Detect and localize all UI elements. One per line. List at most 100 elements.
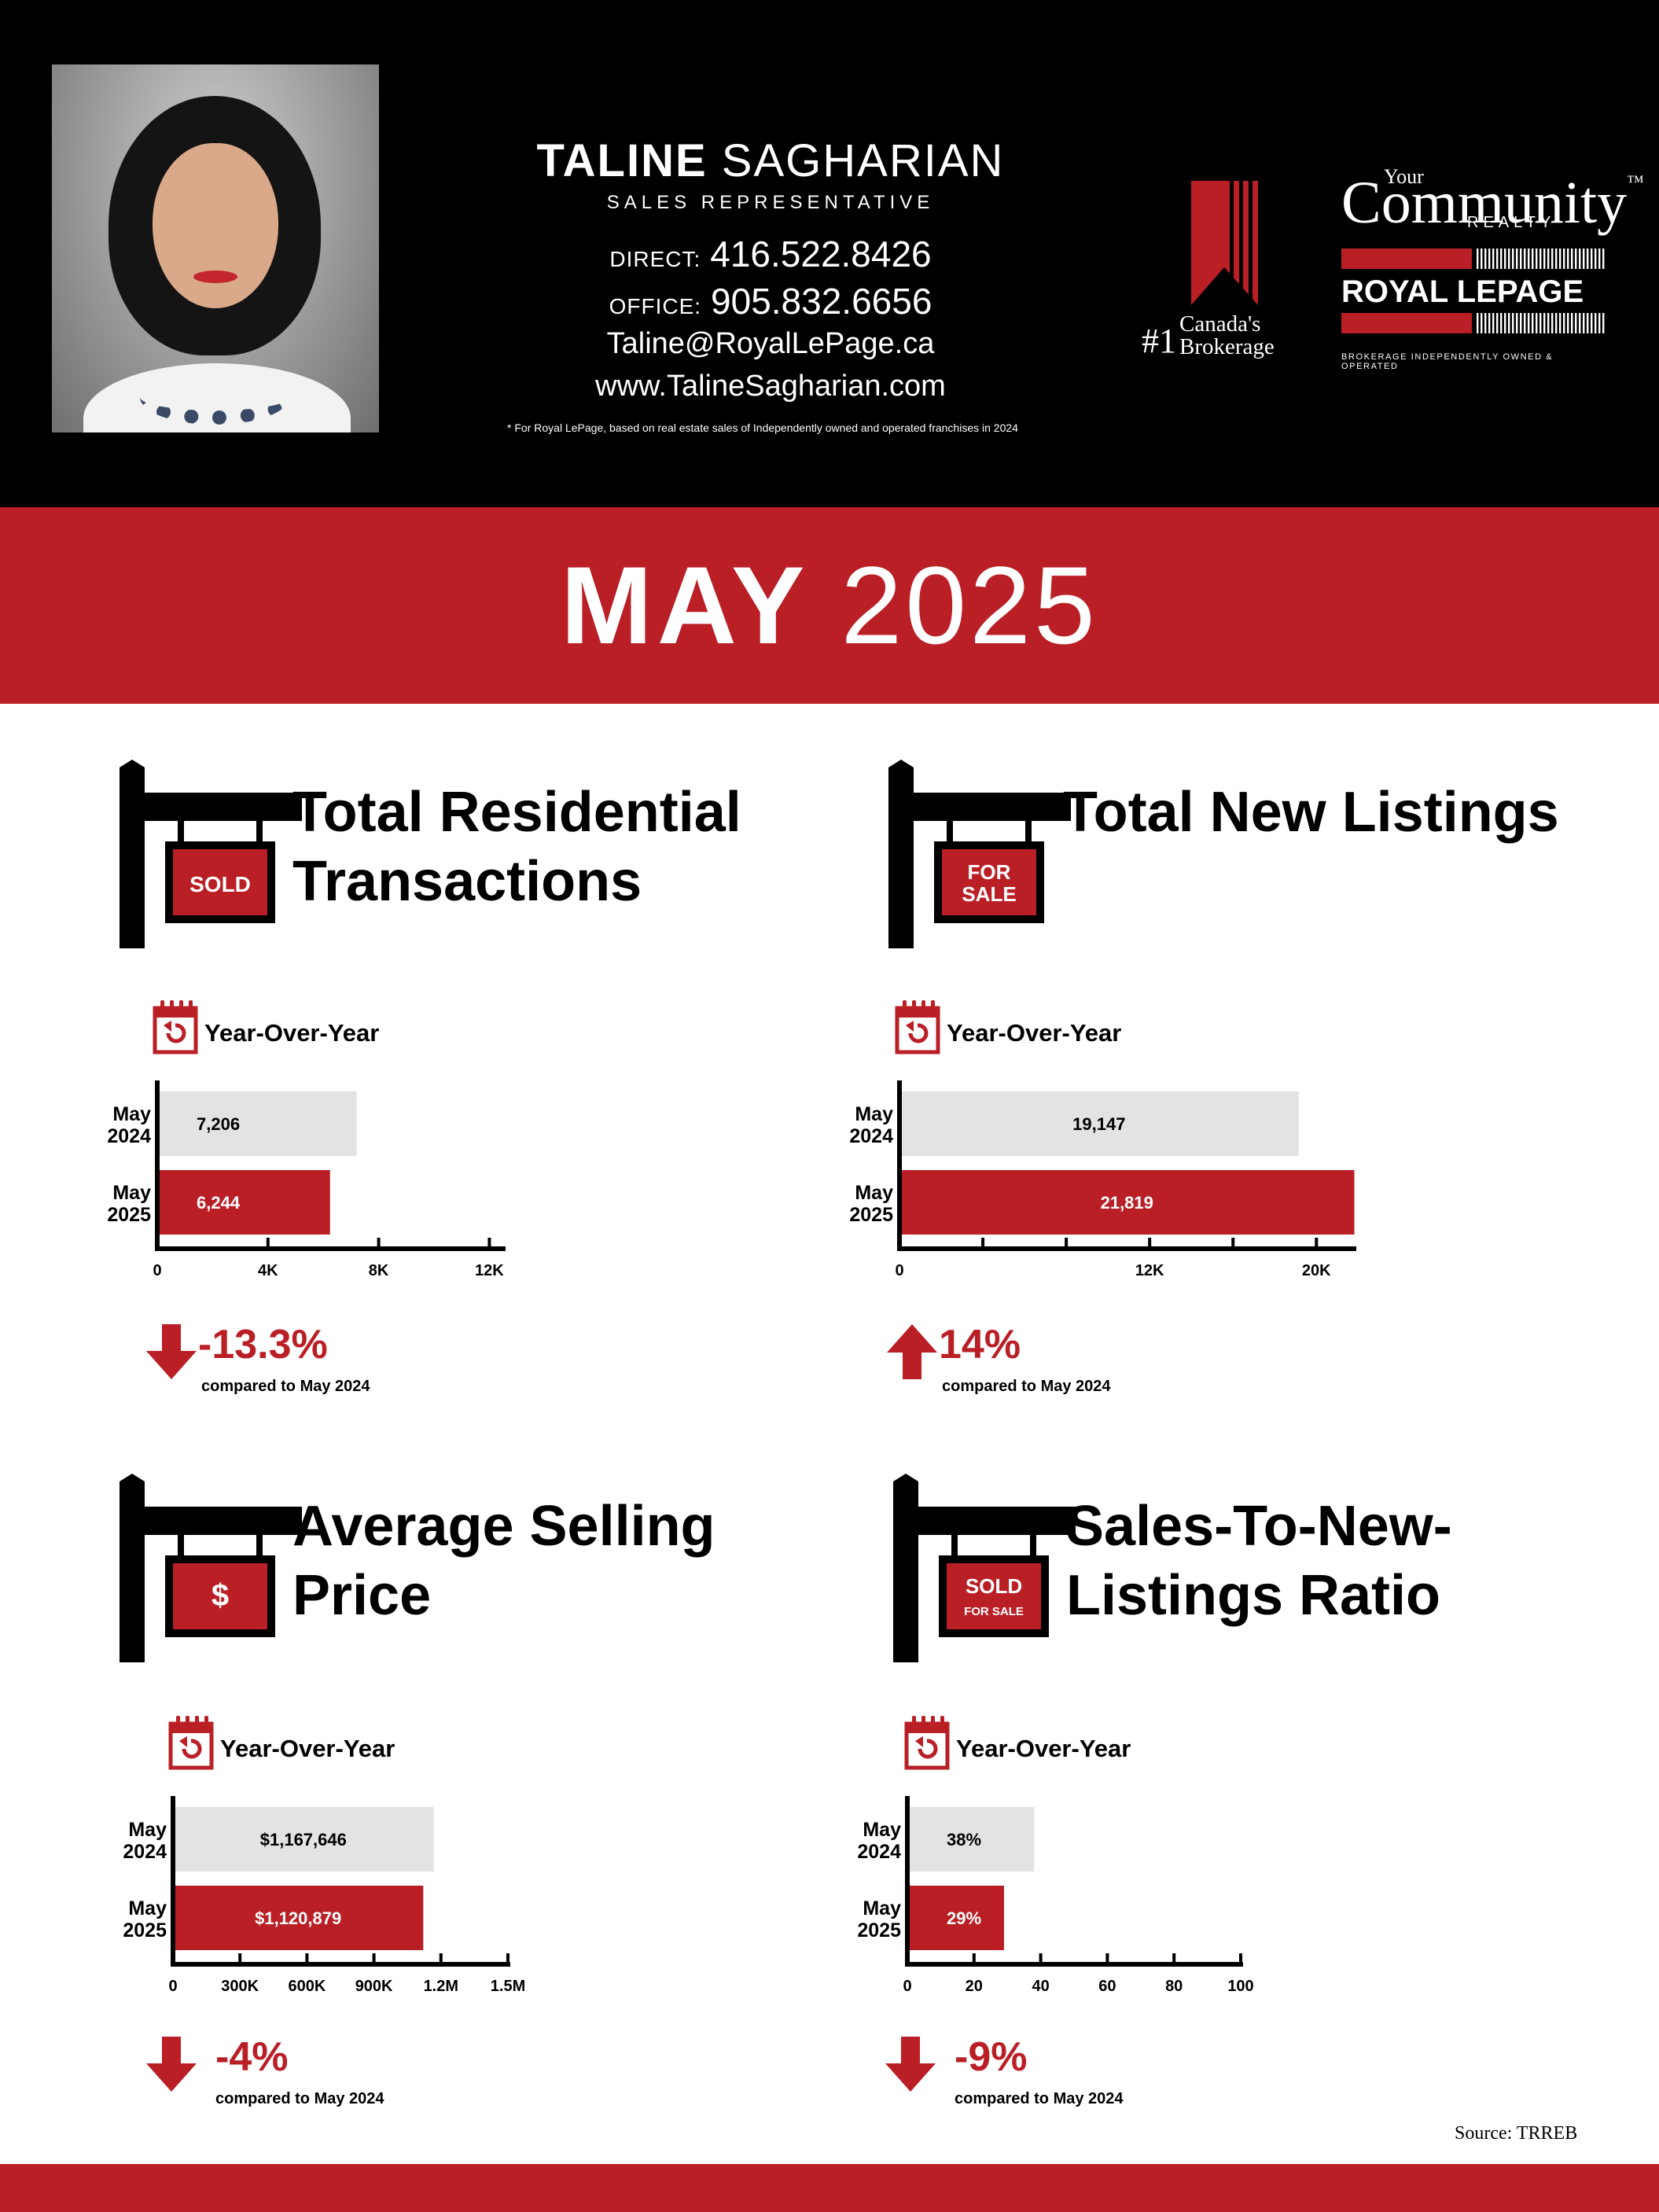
category-label: May [863,1897,901,1919]
bar-value-label: 38% [947,1830,981,1849]
x-tick [377,1238,381,1249]
x-tick-label: 20K [1302,1262,1331,1279]
sign-text: $ [212,1578,229,1613]
category-label: May [128,1819,167,1841]
category-label: 2025 [107,1204,151,1226]
y-axis [171,1796,175,1966]
bar-value-label: 7,206 [197,1114,240,1134]
x-tick [1105,1953,1109,1964]
y-axis [905,1796,910,1966]
disclaimer: * For Royal LePage, based on real estate… [507,421,1018,434]
change-percent: -4% [215,2034,289,2080]
x-tick-label: 0 [168,1978,177,1995]
arrow-down-icon [146,1324,197,1379]
x-tick [439,1953,443,1964]
category-label: 2025 [123,1919,167,1941]
royal-lepage-logo-icon: ROYAL LEPAGE [1341,248,1605,333]
agent-header: TALINE SAGHARIAN SALES REPRESENTATIVE DI… [0,0,1659,507]
category-label: 2024 [857,1841,901,1863]
x-tick-label: 4K [258,1262,278,1279]
bar-may-2024 [173,1807,434,1872]
panel-title: Total Residential Transactions [292,781,741,913]
x-tick-label: 12K [475,1262,504,1279]
direct-phone[interactable]: 416.522.8426 [710,234,932,274]
sign-text: FOR [968,860,1011,884]
x-tick-label: 0 [895,1262,903,1279]
x-tick [1315,1238,1319,1249]
agent-photo [52,64,379,432]
office-phone[interactable]: 905.832.6656 [711,281,932,322]
agent-email[interactable]: Taline@RoyalLePage.ca [606,327,935,360]
category-label: May [863,1819,901,1841]
calendar-refresh-icon [168,1716,214,1770]
compared-to-label: compared to May 2024 [955,2090,1124,2107]
category-label: 2025 [857,1919,901,1941]
y-axis [155,1080,160,1250]
category-label: 2025 [849,1204,893,1226]
x-tick [305,1953,309,1964]
y-axis [897,1080,902,1250]
x-tick-label: 0 [903,1978,911,1995]
x-tick [266,1238,270,1249]
bar-may-2025 [907,1886,1004,1950]
calendar-refresh-icon [895,1000,940,1054]
bar-value-label: $1,120,879 [255,1908,341,1928]
bar-may-2025 [173,1886,424,1950]
compared-to-label: compared to May 2024 [215,2090,384,2107]
x-axis [897,1246,1356,1251]
agent-website[interactable]: www.TalineSagharian.com [595,369,946,403]
x-tick-label: 0 [153,1262,161,1279]
x-axis [905,1962,1243,1967]
sign-text: FOR SALE [964,1605,1024,1618]
x-tick-label: 100 [1227,1978,1253,1995]
bar-value-label: $1,167,646 [260,1830,347,1849]
x-tick [1231,1238,1235,1249]
bar-may-2024 [899,1091,1299,1156]
calendar-refresh-icon [153,1000,198,1054]
x-tick [972,1953,976,1964]
agent-contact-block: TALINE SAGHARIAN SALES REPRESENTATIVE DI… [440,138,1101,403]
x-tick-label: 80 [1165,1978,1183,1995]
category-label: May [112,1103,151,1125]
x-tick [238,1953,242,1964]
compared-to-label: compared to May 2024 [942,1378,1111,1395]
x-tick [487,1238,491,1249]
bar-value-label: 29% [947,1908,981,1928]
office-phone-row: OFFICE: 905.832.6656 [609,281,932,322]
x-tick [1239,1953,1242,1964]
arrow-up-icon [887,1324,937,1379]
arrow-down-icon [146,2037,197,2092]
arrow-down-icon [885,2037,936,2092]
sold-sign-icon: SOLD [120,760,302,948]
panel-title: Total New Listings [1063,781,1559,844]
x-tick-label: 40 [1032,1978,1049,1995]
dollar-sign-icon: $ [120,1474,302,1662]
svg-text:ROYAL LEPAGE: ROYAL LEPAGE [1341,274,1584,309]
sign-text: SOLD [189,872,251,896]
x-tick-label: 1.2M [424,1978,458,1995]
change-percent: -13.3% [198,1322,328,1367]
bar-may-2024 [907,1807,1035,1872]
x-tick [1065,1238,1069,1249]
compared-to-label: compared to May 2024 [201,1378,370,1395]
x-tick-label: 8K [369,1262,389,1279]
category-label: May [855,1182,893,1204]
agent-title: SALES REPRESENTATIVE [606,192,935,213]
change-percent: 14% [939,1322,1021,1367]
bar-value-label: 6,244 [197,1193,241,1213]
x-tick-label: 1.5M [491,1978,525,1995]
brokerage-tagline: BROKERAGE INDEPENDENTLY OWNED & OPERATED [1341,352,1554,371]
footer-bar [0,2164,1659,2212]
x-axis [171,1962,510,1967]
x-tick [506,1953,509,1964]
sign-text: SALE [962,882,1016,906]
bar-value-label: 21,819 [1101,1193,1153,1213]
x-tick-label: 20 [966,1978,983,1995]
report-month: MAY 2025 [561,543,1098,667]
x-tick [981,1238,985,1249]
bar-value-label: 19,147 [1072,1114,1125,1134]
